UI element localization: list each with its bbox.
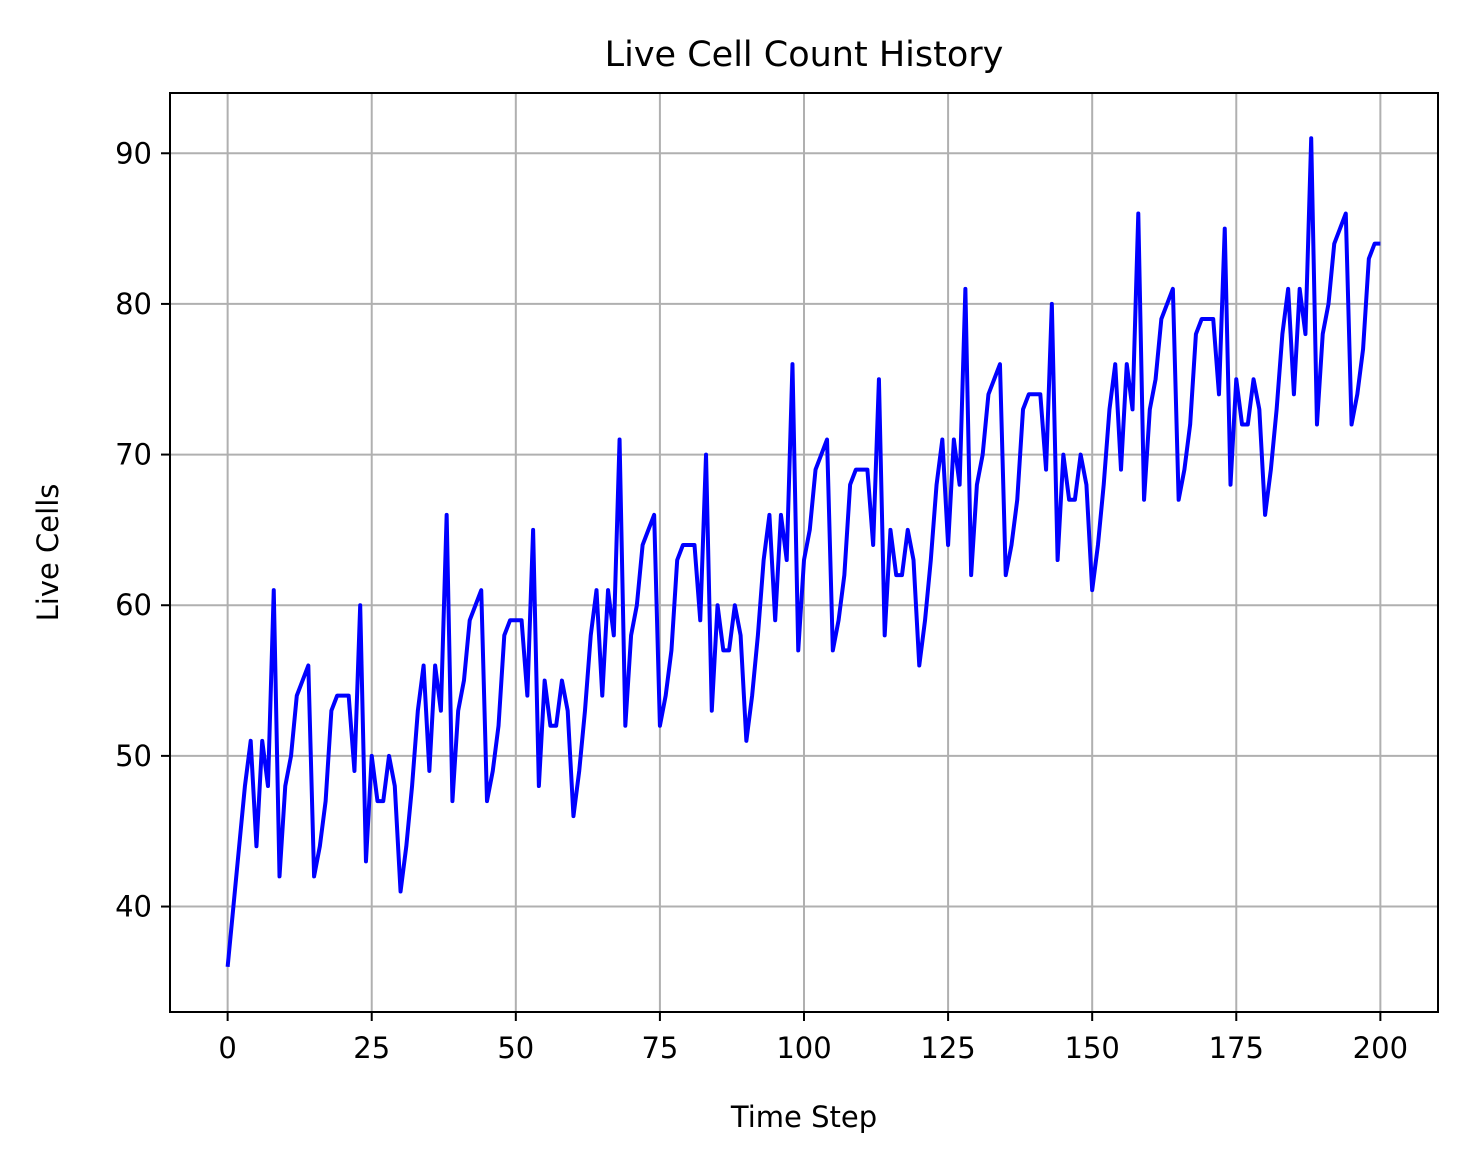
y-tick-label: 50: [115, 739, 152, 773]
series-line: [225, 136, 1381, 967]
x-ticks: 0 25 50 75 100 125 150 175 200: [218, 1012, 1408, 1065]
y-tick-label: 90: [115, 136, 152, 170]
x-tick-label: 100: [776, 1031, 831, 1065]
y-tick-label: 70: [115, 438, 152, 472]
x-tick-label: 200: [1353, 1031, 1408, 1065]
x-tick-label: 25: [353, 1031, 390, 1065]
x-tick-label: 0: [218, 1031, 236, 1065]
series-layer: [225, 136, 1381, 967]
x-tick-label: 75: [641, 1031, 678, 1065]
y-axis-title: Live Cells: [31, 484, 65, 622]
x-tick-label: 50: [497, 1031, 534, 1065]
y-ticks: 40 50 60 70 80 90: [115, 136, 170, 924]
x-tick-label: 150: [1065, 1031, 1120, 1065]
y-tick-label: 80: [115, 287, 152, 321]
x-tick-label: 125: [920, 1031, 975, 1065]
y-tick-label: 40: [115, 890, 152, 924]
x-axis-title: Time Step: [730, 1100, 877, 1134]
chart-title: Live Cell Count History: [605, 35, 1004, 75]
y-tick-label: 60: [115, 588, 152, 622]
x-tick-label: 175: [1209, 1031, 1264, 1065]
